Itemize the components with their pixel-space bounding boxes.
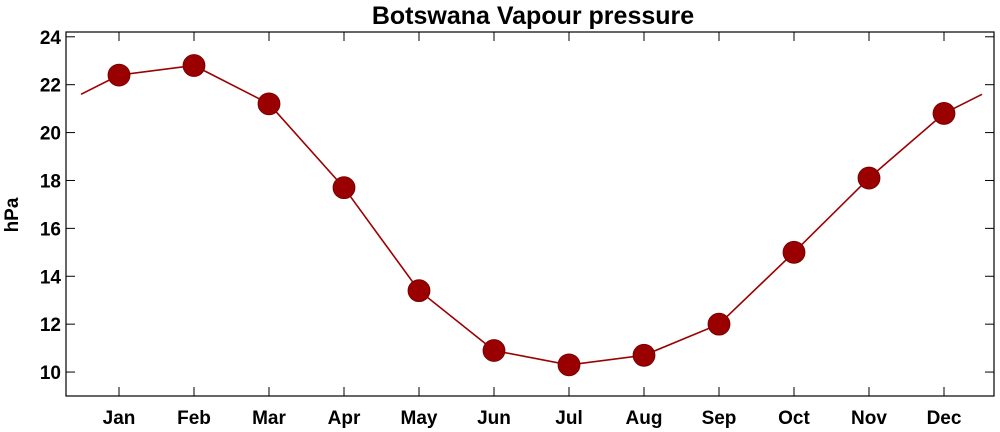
data-point-jan	[107, 63, 131, 87]
series-line-group	[80, 64, 983, 366]
y-tick-label: 12	[40, 315, 61, 336]
y-axis-label: hPa	[2, 197, 23, 232]
data-point-oct	[782, 240, 806, 264]
y-tick-label: 18	[40, 171, 61, 192]
data-point-sep	[707, 312, 731, 336]
x-tick-label: Jun	[477, 408, 511, 429]
y-tick-label: 22	[40, 76, 61, 97]
x-tick-label: Sep	[702, 408, 737, 429]
x-tick-label: May	[401, 408, 438, 429]
x-tick-label: Jan	[103, 408, 136, 429]
y-tick-label: 16	[40, 219, 61, 240]
chart-title: Botswana Vapour pressure	[372, 2, 694, 30]
x-tick-label: Oct	[778, 408, 810, 429]
y-tick-label: 10	[40, 363, 61, 384]
data-point-feb	[182, 54, 206, 77]
y-tick-label: 20	[40, 124, 61, 145]
x-tick-label: Aug	[626, 408, 663, 429]
y-tick-label: 14	[40, 267, 62, 288]
data-point-mar	[257, 92, 281, 116]
marker-group	[107, 54, 956, 377]
x-tick-label: Apr	[328, 408, 361, 429]
data-point-jun	[482, 339, 506, 362]
y-axis: 10 12 14 16 18 20 22 24	[40, 28, 994, 384]
x-tick-label: Nov	[851, 408, 887, 429]
series-line	[80, 64, 983, 366]
x-axis: Jan Feb Mar Apr May Jun Jul Aug Sep Oct Nov Dec	[103, 32, 962, 429]
x-tick-label: Dec	[927, 408, 962, 429]
y-tick-label: 24	[40, 28, 62, 49]
x-tick-label: Feb	[177, 408, 211, 429]
data-point-dec	[932, 102, 956, 125]
data-point-nov	[857, 166, 881, 190]
data-point-jul	[557, 353, 581, 377]
x-tick-label: Jul	[555, 408, 582, 429]
data-point-may	[407, 279, 431, 303]
plot-frame	[65, 31, 995, 397]
x-tick-label: Mar	[252, 408, 286, 429]
data-point-apr	[332, 176, 356, 200]
data-point-aug	[632, 343, 656, 367]
